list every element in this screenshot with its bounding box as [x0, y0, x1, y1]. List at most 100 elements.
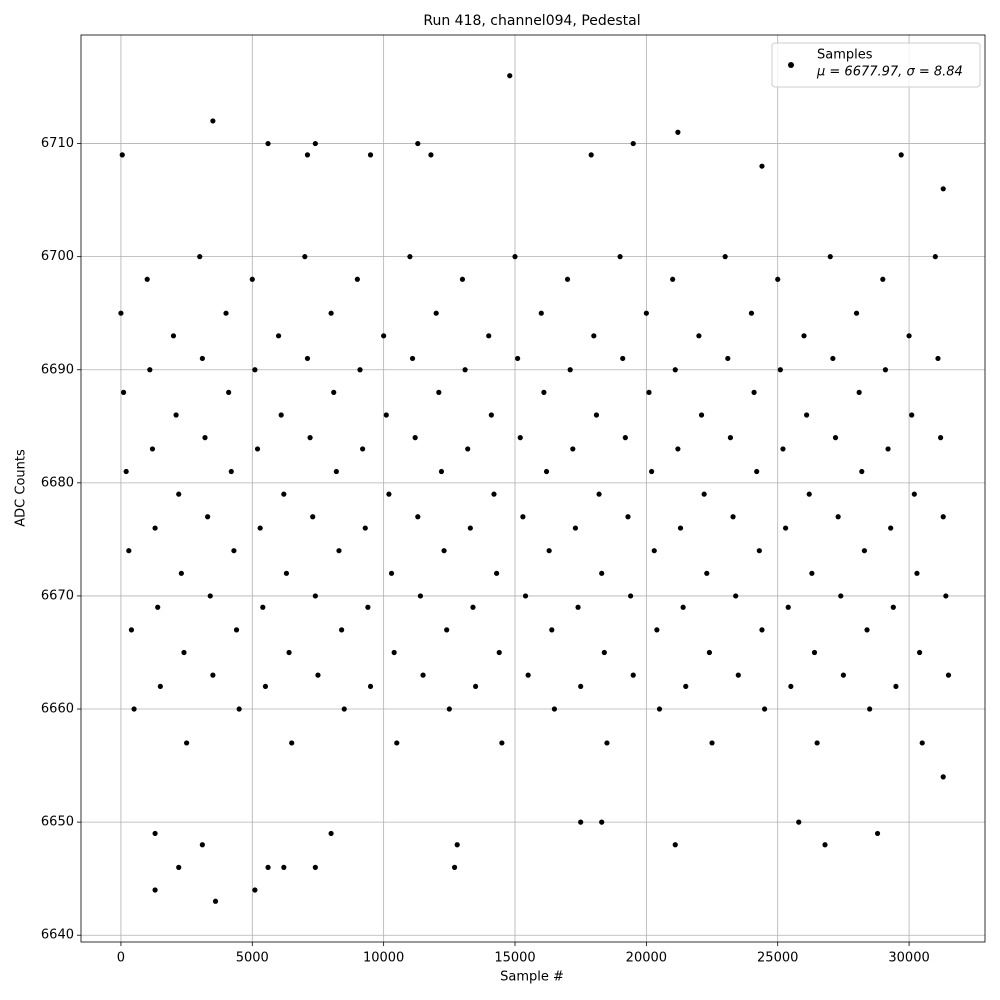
- point: [806, 491, 812, 497]
- point: [357, 367, 363, 373]
- point: [782, 525, 789, 531]
- point: [354, 276, 360, 282]
- point: [333, 468, 339, 475]
- x-tick-label: 10000: [363, 951, 404, 966]
- point: [381, 333, 387, 339]
- point: [853, 310, 860, 316]
- point: [336, 548, 342, 554]
- point: [567, 367, 573, 373]
- point: [838, 593, 844, 599]
- point: [630, 672, 636, 678]
- point: [672, 367, 678, 373]
- point: [438, 468, 445, 475]
- point: [599, 570, 605, 576]
- point: [147, 367, 153, 373]
- point: [709, 740, 715, 746]
- point: [157, 683, 163, 690]
- point: [751, 389, 757, 395]
- x-tick-label: 0: [117, 951, 125, 966]
- point: [788, 683, 794, 690]
- point: [630, 140, 636, 147]
- point: [856, 389, 862, 395]
- point: [643, 310, 649, 316]
- x-tick-label: 25000: [757, 951, 798, 966]
- point: [890, 604, 896, 610]
- point: [830, 355, 836, 362]
- point: [212, 898, 219, 904]
- point: [173, 412, 179, 418]
- point: [199, 842, 205, 848]
- point: [254, 446, 261, 452]
- point: [144, 276, 150, 282]
- point: [307, 435, 313, 441]
- point: [916, 649, 923, 656]
- point: [120, 389, 127, 395]
- point: [777, 367, 783, 373]
- point: [494, 570, 500, 576]
- point: [835, 514, 841, 520]
- point: [759, 627, 765, 633]
- point: [541, 389, 547, 395]
- x-tick-label: 5000: [236, 951, 269, 966]
- point: [304, 152, 311, 158]
- point: [178, 570, 184, 576]
- point: [236, 706, 242, 712]
- point: [223, 310, 229, 316]
- point: [549, 627, 555, 633]
- plot-frame: [80, 34, 986, 943]
- point: [754, 468, 760, 475]
- point: [184, 740, 190, 746]
- legend: Samples μ = 6677.97, σ = 8.84: [771, 42, 981, 88]
- point: [730, 514, 736, 520]
- point: [756, 548, 762, 554]
- point: [119, 152, 125, 158]
- point: [804, 412, 810, 418]
- point: [832, 435, 839, 441]
- x-axis-label: Sample #: [500, 970, 564, 985]
- point: [604, 740, 610, 746]
- point: [302, 254, 308, 260]
- point: [233, 627, 240, 633]
- point: [360, 446, 366, 452]
- point: [499, 740, 505, 746]
- point: [415, 514, 421, 520]
- point: [152, 887, 158, 893]
- y-tick-label: 6710: [41, 136, 74, 151]
- point: [546, 548, 552, 554]
- point: [328, 830, 334, 837]
- point: [304, 355, 311, 362]
- point: [515, 355, 521, 362]
- point: [675, 129, 681, 135]
- point: [281, 864, 287, 870]
- point: [785, 604, 791, 610]
- point: [391, 649, 397, 656]
- point: [827, 254, 833, 260]
- point: [588, 152, 594, 158]
- point: [572, 525, 579, 531]
- chart-title: Run 418, channel094, Pedestal: [423, 13, 640, 29]
- point: [417, 593, 424, 599]
- x-tick-label: 20000: [626, 951, 667, 966]
- point: [155, 604, 161, 610]
- point: [575, 604, 581, 610]
- legend-note: μ = 6677.97, σ = 8.84: [816, 65, 963, 80]
- point: [570, 446, 576, 452]
- point: [252, 887, 258, 893]
- point: [407, 254, 413, 260]
- point: [517, 435, 523, 441]
- point: [909, 412, 915, 418]
- point: [433, 310, 439, 316]
- point: [152, 525, 158, 531]
- point: [938, 435, 944, 441]
- point: [882, 367, 889, 373]
- point: [617, 254, 623, 260]
- point: [123, 468, 129, 475]
- point: [701, 491, 707, 497]
- point: [420, 672, 426, 678]
- point: [394, 740, 400, 746]
- point: [525, 672, 531, 678]
- point: [412, 435, 418, 441]
- point: [940, 774, 946, 780]
- point: [748, 310, 755, 316]
- point: [596, 491, 602, 497]
